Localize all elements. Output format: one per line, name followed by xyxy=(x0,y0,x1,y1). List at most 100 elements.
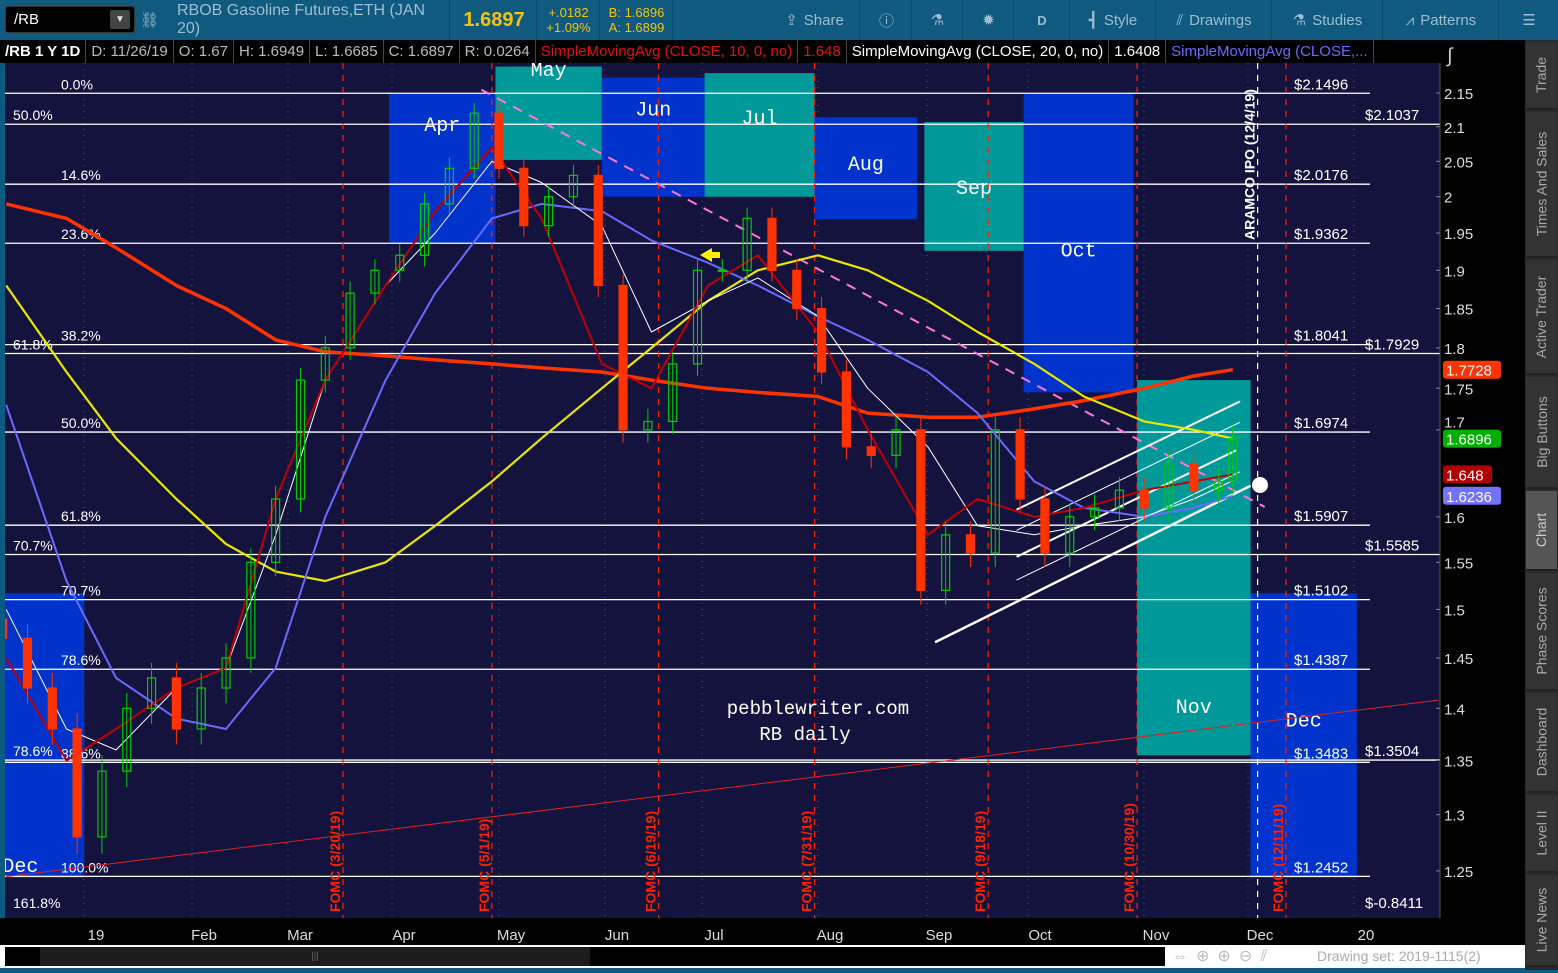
link-icon[interactable]: ⛓ xyxy=(140,12,160,29)
x-tick-label: Nov xyxy=(1143,927,1170,944)
gear-icon: ✹ xyxy=(982,12,995,29)
fib-pct-label: 70.7% xyxy=(61,583,101,599)
sidebar-tab-active-trader[interactable]: Active Trader xyxy=(1526,260,1557,375)
watermark: pebblewriter.com xyxy=(727,698,909,720)
candle-body xyxy=(1065,516,1075,554)
candle-body xyxy=(742,217,752,271)
patterns-icon: ⩘ xyxy=(1405,11,1415,29)
sidebar-tab-level-ii[interactable]: Level II xyxy=(1526,795,1557,873)
scroll-thumb[interactable]: ||| xyxy=(40,947,590,966)
candle-body xyxy=(97,770,107,838)
drawings-button[interactable]: ⫽ Drawings xyxy=(1157,0,1272,40)
settings-button[interactable]: ✹ xyxy=(964,0,1014,40)
price-badge xyxy=(1443,360,1501,379)
candle-body xyxy=(47,687,57,730)
studies-button[interactable]: ⚗ Studies xyxy=(1273,0,1383,40)
sma20-label[interactable]: SimpleMovingAvg (CLOSE, 20, 0, no) xyxy=(847,40,1110,63)
drawing-set-label[interactable]: Drawing set: 2019-1115(2) xyxy=(1317,948,1481,964)
share-button[interactable]: ⇪ Share xyxy=(770,0,860,40)
candle-body xyxy=(916,429,926,591)
x-tick-label: 20 xyxy=(1358,927,1375,944)
sma50-label[interactable]: SimpleMovingAvg (CLOSE,... xyxy=(1166,40,1374,63)
trendline xyxy=(480,88,1266,508)
chevron-down-icon[interactable]: ▼ xyxy=(110,10,130,29)
event-label: FOMC (5/1/19) xyxy=(476,819,492,912)
sma10-label[interactable]: SimpleMovingAvg (CLOSE, 10, 0, no) xyxy=(536,40,799,63)
sidebar-tab-dashboard[interactable]: Dashboard xyxy=(1526,693,1557,793)
x-tick-label: Jun xyxy=(605,927,629,944)
symbol-description: RBOB Gasoline Futures,ETH (JAN 20) xyxy=(165,0,450,40)
fib-price-label: $1.2452 xyxy=(1294,859,1348,876)
sidebar-tab-trade[interactable]: Trade xyxy=(1526,42,1557,110)
fib-pct-label: 0.0% xyxy=(61,76,93,92)
time-axis[interactable] xyxy=(0,918,1440,945)
sidebar-tab-phase-scores[interactable]: Phase Scores xyxy=(1526,573,1557,691)
x-tick-label: Aug xyxy=(817,927,844,944)
candle-body xyxy=(320,347,330,381)
candle-body xyxy=(494,112,504,169)
event-label: FOMC (12/11/19) xyxy=(1270,804,1286,912)
price-badge xyxy=(1443,429,1501,448)
trendline xyxy=(1016,471,1241,581)
fib-price-label: $1.3504 xyxy=(1365,743,1419,760)
patterns-button[interactable]: ⩘ Patterns xyxy=(1384,0,1499,40)
month-box-label: Aug xyxy=(848,154,884,177)
x-tick-label: Sep xyxy=(926,927,953,944)
moving-average-sma50 xyxy=(5,202,1234,730)
sma10-value: 1.648 xyxy=(798,40,847,63)
sidebar-tab-chart[interactable]: Chart xyxy=(1526,491,1557,571)
chart-info-bar: /RB 1 Y 1D D: 11/26/19 O: 1.67 H: 1.6949… xyxy=(0,40,1440,63)
zoom-controls[interactable]: ⇔⊕⊕⊖⫽ xyxy=(1172,948,1276,965)
sidebar-tab-big-buttons[interactable]: Big Buttons xyxy=(1526,377,1557,489)
fib-pct-label: 61.8% xyxy=(13,337,53,353)
candle-body xyxy=(841,371,852,448)
candle-body xyxy=(395,254,405,271)
candle-body xyxy=(1040,498,1050,554)
trendline xyxy=(1016,449,1237,558)
share-icon: ⇪ xyxy=(785,12,798,29)
bar-date: D: 11/26/19 xyxy=(86,40,174,63)
candle-body xyxy=(668,363,678,423)
sidebar-tab-times-and-sales[interactable]: Times And Sales xyxy=(1526,112,1557,258)
y-tick-label: 1.3 xyxy=(1444,808,1465,825)
chart-title: /RB 1 Y 1D xyxy=(0,40,87,63)
month-box xyxy=(601,77,705,197)
symbol-selector[interactable]: /RB ▼ xyxy=(5,6,135,33)
sidebar-tab-live-news[interactable]: Live News xyxy=(1526,875,1557,967)
y-tick-label: 1.6 xyxy=(1444,510,1465,527)
y-tick-label: 2.05 xyxy=(1444,154,1473,171)
fib-price-label: $1.5102 xyxy=(1294,583,1348,600)
bar-range: R: 0.0264 xyxy=(460,40,536,63)
candle-body xyxy=(767,217,777,271)
style-button[interactable]: ┫ Style xyxy=(1071,0,1156,40)
y-tick-label: 1.95 xyxy=(1444,226,1473,243)
candle-body xyxy=(444,167,454,205)
scroll-track[interactable]: ||| xyxy=(5,947,1165,966)
candle-body xyxy=(221,657,231,689)
last-price: 1.6897 xyxy=(452,0,537,40)
fib-pct-label: 61.8% xyxy=(61,508,101,524)
price-badge xyxy=(1443,465,1492,484)
candle-body xyxy=(1228,437,1238,482)
fib-price-label: $1.9362 xyxy=(1294,226,1348,243)
right-sidebar: Trade Times And Sales Active Trader Big But… xyxy=(1525,40,1558,970)
candle-body xyxy=(1139,489,1149,509)
info-button[interactable]: ⓘ xyxy=(862,0,912,40)
candle-body xyxy=(965,534,976,554)
flask-button[interactable]: ⚗ xyxy=(913,0,963,40)
month-box-label: Jul xyxy=(742,108,778,131)
watermark: RB daily xyxy=(759,724,850,746)
scrollbar[interactable]: ||| ⇔⊕⊕⊖⫽ Drawing set: 2019-1115(2) xyxy=(0,945,1525,968)
candle-body xyxy=(1214,480,1224,491)
y-tick-label: 1.9 xyxy=(1444,263,1465,280)
month-box xyxy=(814,117,918,220)
candle-body xyxy=(568,174,579,198)
flask-icon: ⚗ xyxy=(930,12,945,29)
event-label: FOMC (3/20/19) xyxy=(327,811,343,912)
menu-button[interactable]: ☰ xyxy=(1500,0,1558,40)
period-button[interactable]: D xyxy=(1015,0,1070,40)
plot-area: Dec Apr May Jun Jul Aug Sep Oct Nov Dec 0.0% $2.149… xyxy=(5,63,1440,918)
candle-body xyxy=(196,687,206,730)
bar-low: L: 1.6685 xyxy=(310,40,384,63)
